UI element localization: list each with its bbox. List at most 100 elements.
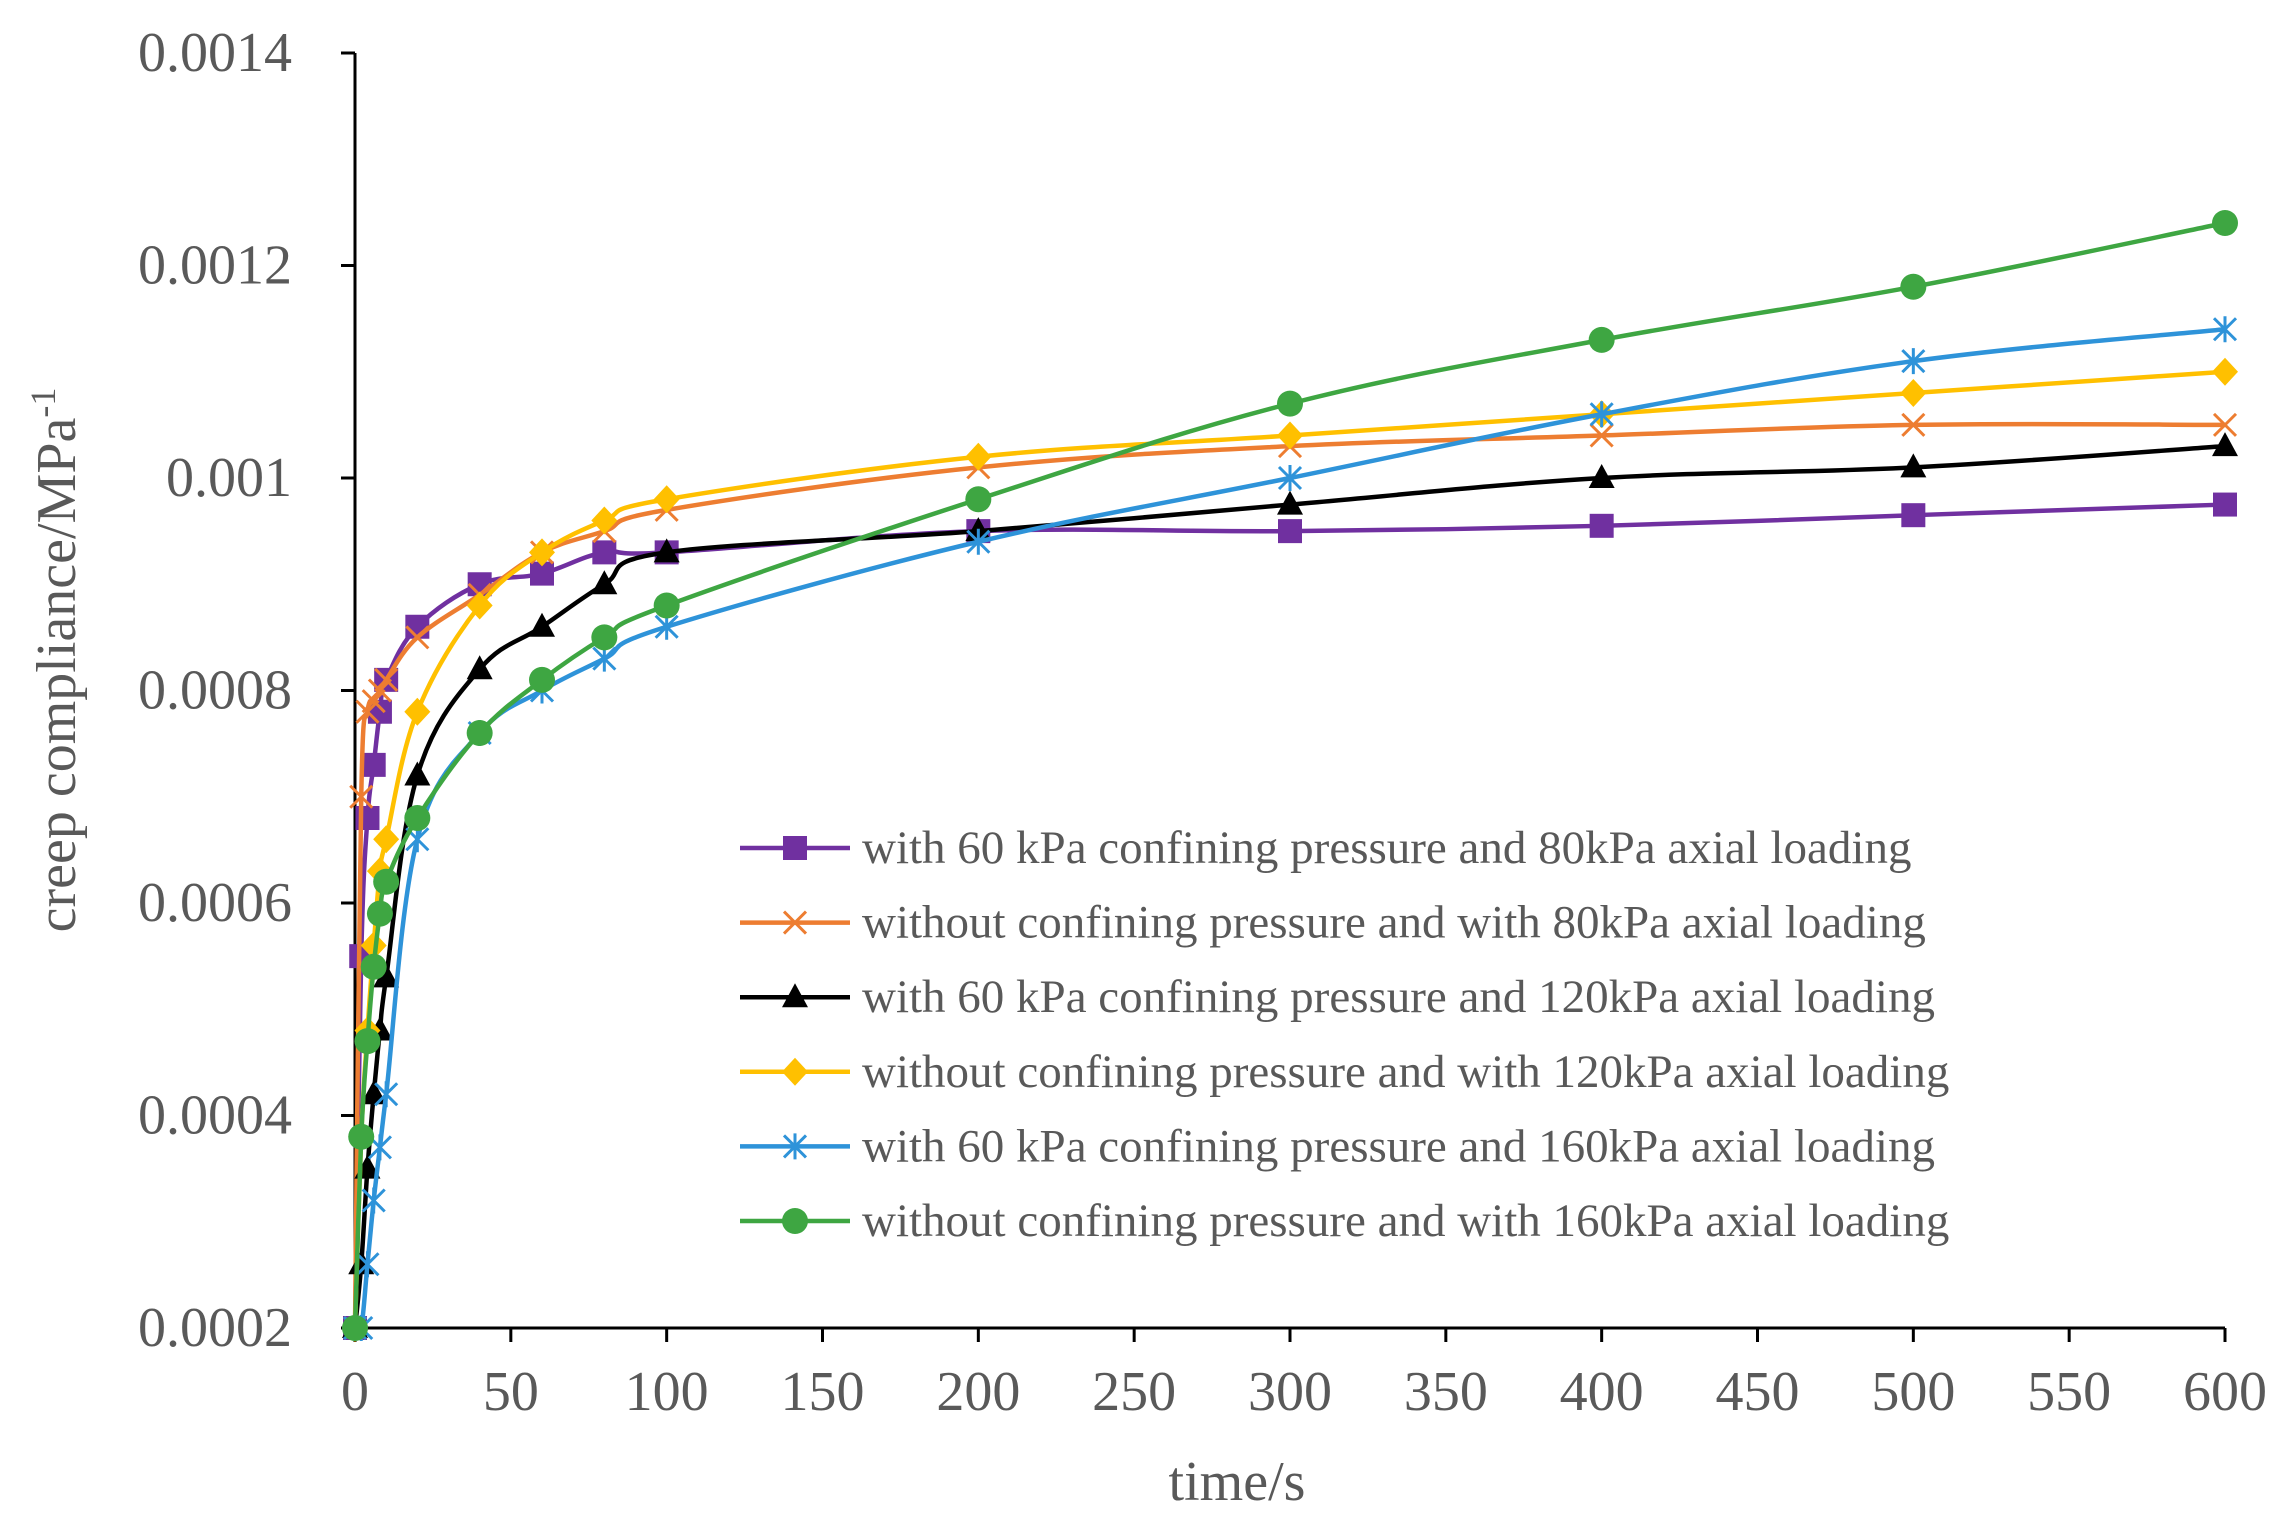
data-point-marker <box>2212 412 2238 437</box>
legend-item: without confining pressure and with 160k… <box>740 1195 1949 1247</box>
data-point-marker <box>1589 401 1614 428</box>
y-tick-label: 0.0014 <box>138 22 292 84</box>
legend-item: without confining pressure and with 80kP… <box>740 897 1926 949</box>
x-tick-label: 50 <box>483 1361 539 1423</box>
x-axis-title: time/s <box>1169 1451 1306 1513</box>
data-point-marker <box>342 1315 368 1341</box>
series-6 <box>342 210 2238 1341</box>
data-point-marker <box>529 612 555 637</box>
legend-marker <box>782 910 808 935</box>
x-tick-label: 600 <box>2183 1361 2267 1423</box>
legend-item: with 60 kPa confining pressure and 80kPa… <box>740 822 1911 874</box>
legend-marker <box>782 1133 808 1160</box>
data-point-marker <box>360 953 387 980</box>
legend-item: with 60 kPa confining pressure and 120kP… <box>740 971 1935 1023</box>
data-point-marker <box>2212 210 2238 236</box>
data-point-marker <box>591 506 618 535</box>
data-point-marker <box>373 868 400 895</box>
x-tick-label: 300 <box>1248 1361 1332 1423</box>
legend-marker <box>783 836 807 860</box>
series-line <box>352 327 2226 1336</box>
series-5 <box>342 316 2238 1341</box>
y-axis-title-text: creep compliance/MPa <box>26 418 88 933</box>
data-point-marker <box>1277 421 1303 450</box>
data-point-marker <box>355 1251 380 1278</box>
legend-label: with 60 kPa confining pressure and 120kP… <box>862 971 1935 1023</box>
y-ticks: 0.0002 0.0004 0.0006 0.0008 0.001 0.0012 0.001… <box>138 22 355 1359</box>
data-point-marker <box>466 655 493 680</box>
y-tick-label: 0.0004 <box>138 1085 292 1147</box>
data-point-marker <box>405 625 430 650</box>
legend-marker <box>782 1208 808 1234</box>
data-point-marker <box>1900 453 1927 478</box>
legend-item: with 60 kPa confining pressure and 160kP… <box>740 1120 1935 1172</box>
data-point-marker <box>1901 348 1926 375</box>
data-point-marker <box>965 442 992 471</box>
y-tick-label: 0.0006 <box>138 872 292 934</box>
data-point-marker <box>653 538 680 563</box>
data-point-marker <box>1589 423 1614 448</box>
data-point-marker <box>1277 490 1303 515</box>
y-tick-label: 0.0002 <box>138 1297 292 1359</box>
data-point-marker <box>404 697 431 726</box>
data-point-marker <box>404 805 431 831</box>
data-point-marker <box>653 592 680 619</box>
data-point-marker <box>653 485 680 514</box>
data-point-marker <box>466 720 493 746</box>
data-point-marker <box>529 666 555 693</box>
data-point-marker <box>2212 357 2238 386</box>
data-point-marker <box>374 667 399 692</box>
data-point-marker <box>348 1123 375 1150</box>
data-point-marker <box>374 1081 399 1108</box>
data-point-marker <box>591 570 618 595</box>
x-tick-label: 0 <box>341 1361 369 1423</box>
legend-label: without confining pressure and with 120k… <box>862 1046 1949 1098</box>
data-point-marker <box>1588 326 1615 353</box>
y-tick-label: 0.0008 <box>138 660 292 722</box>
legend-marker <box>782 1057 808 1086</box>
y-tick-label: 0.0012 <box>138 235 292 297</box>
legend-label: without confining pressure and with 160k… <box>862 1195 1949 1247</box>
legend: with 60 kPa confining pressure and 80kPa… <box>740 822 1949 1247</box>
legend-label: with 60 kPa confining pressure and 160kP… <box>862 1120 1935 1172</box>
data-point-marker <box>1589 513 1614 538</box>
data-point-marker <box>2212 316 2238 343</box>
data-point-marker <box>361 1187 386 1214</box>
x-tick-label: 100 <box>625 1361 709 1423</box>
data-point-marker <box>354 1028 381 1055</box>
y-axis-title: creep compliance/MPa-1 <box>23 388 88 933</box>
x-tick-label: 400 <box>1560 1361 1644 1423</box>
data-point-marker <box>966 528 991 555</box>
series-3 <box>342 432 2238 1338</box>
x-tick-label: 250 <box>1092 1361 1176 1423</box>
data-point-marker <box>1900 379 1927 407</box>
x-tick-label: 550 <box>2027 1361 2111 1423</box>
legend-label: with 60 kPa confining pressure and 80kPa… <box>862 822 1911 874</box>
x-tick-label: 150 <box>781 1361 865 1423</box>
y-axis-title-superscript: -1 <box>23 388 63 418</box>
data-point-marker <box>2212 432 2238 457</box>
x-tick-label: 350 <box>1404 1361 1488 1423</box>
series-layer <box>342 210 2238 1342</box>
data-point-marker <box>592 540 617 565</box>
legend-marker <box>782 983 808 1008</box>
data-point-marker <box>1277 465 1303 491</box>
data-point-marker <box>1900 273 1927 300</box>
legend-label: without confining pressure and with 80kP… <box>862 897 1926 949</box>
data-point-marker <box>367 678 392 703</box>
y-tick-label: 0.001 <box>166 447 292 509</box>
data-point-marker <box>529 538 555 567</box>
data-point-marker <box>404 761 431 786</box>
axes: 0 50 100 150 200 250 300 350 400 450 500 550 600 0.0… <box>138 22 2267 1423</box>
data-point-marker <box>361 689 386 714</box>
data-point-marker <box>355 699 380 724</box>
data-point-marker <box>965 486 992 513</box>
data-point-marker <box>1278 519 1302 544</box>
data-point-marker <box>361 752 386 777</box>
data-point-marker <box>1901 503 1926 528</box>
data-point-marker <box>591 624 618 651</box>
data-point-marker <box>373 825 400 854</box>
x-ticks: 0 50 100 150 200 250 300 350 400 450 500 550 600 <box>341 1328 2267 1423</box>
data-point-marker <box>349 784 374 809</box>
